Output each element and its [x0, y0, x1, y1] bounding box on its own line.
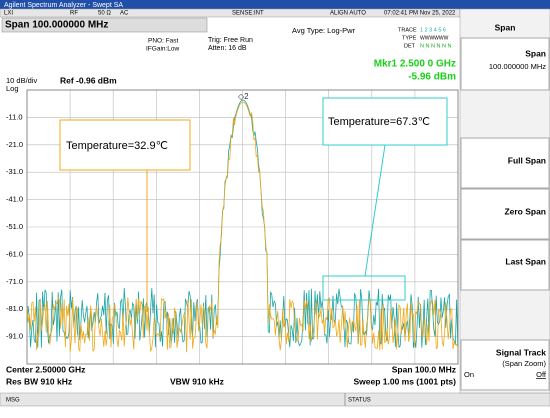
type-val: WWWWWW [420, 35, 449, 41]
ref-level: Ref -0.96 dBm [60, 75, 117, 85]
softkey-label: Full Span [508, 155, 546, 165]
annotation-left: Temperature=32.9℃ [66, 140, 168, 152]
scale-div: 10 dB/div [6, 76, 38, 85]
softkey-value: 100.000000 MHz [489, 62, 546, 71]
msg: MSG [6, 398, 20, 404]
span-footer: Span 100.0 MHz [392, 364, 456, 374]
lx: LXI [4, 11, 13, 17]
softkey-label: Last Span [505, 256, 546, 266]
traces: ◇2 [26, 92, 459, 353]
impedance: 50 Ω [98, 11, 111, 17]
coupling: AC [120, 11, 129, 17]
title-bar [0, 0, 550, 9]
softkey-full-span[interactable]: Full Span [460, 137, 550, 189]
rbw: Res BW 910 kHz [6, 376, 72, 386]
softkey-off: Off [536, 370, 547, 379]
y-axis-label: -61.0 [6, 249, 23, 258]
type-label: TYPE [402, 35, 417, 41]
graticule-border [26, 89, 459, 365]
log-label: Log [6, 84, 19, 93]
datetime: 07:02:41 PM Nov 25, 2022 [384, 11, 456, 17]
window-title: Agilent Spectrum Analyzer - Swept SA [4, 2, 123, 9]
status-bar [0, 392, 550, 407]
span-setting: Span 100.000000 MHz [5, 20, 108, 31]
softkey-signal-track[interactable]: Signal Track (Span Zoom) On Off [460, 339, 550, 391]
marker-label: ◇2 [238, 92, 249, 101]
trace-label: TRACE [398, 27, 417, 33]
marker-freq: Mkr1 2.500 0 GHz [374, 59, 456, 70]
annotation-region-right [322, 275, 406, 301]
y-axis-label: -11.0 [6, 112, 23, 121]
softkey-header: Span [495, 22, 516, 32]
softkey-on: On [464, 370, 474, 379]
y-axis-label: -51.0 [6, 222, 23, 231]
center-freq: Center 2.50000 GHz [6, 364, 85, 374]
softkey-zero-span[interactable]: Zero Span [460, 188, 550, 240]
y-axis-label: -31.0 [6, 167, 23, 176]
softkey-sub: (Span Zoom) [502, 359, 546, 368]
sense: SENSE:INT [232, 11, 264, 17]
annotation-line-right [364, 144, 386, 277]
span-box[interactable] [1, 17, 208, 33]
main-panel [0, 9, 460, 393]
annotation-right: Temperature=67.3℃ [328, 116, 430, 128]
y-axis-label: -71.0 [6, 277, 23, 286]
status: STATUS [348, 398, 371, 404]
softkey-span[interactable]: Span 100.000000 MHz [460, 37, 550, 91]
trace [26, 99, 459, 349]
trace [26, 101, 459, 353]
vbw: VBW 910 kHz [170, 376, 224, 386]
det-val: N N N N N N [420, 43, 452, 49]
softkey-label: Zero Span [504, 206, 546, 216]
trig: Trig: Free Run [208, 37, 253, 44]
avg-type: Avg Type: Log-Pwr [292, 26, 356, 35]
ifgain: IFGain:Low [146, 46, 180, 53]
marker-level: -5.96 dBm [408, 72, 456, 83]
trace-nums: 1 2 3 4 5 6 [420, 27, 446, 33]
softkey-label: Signal Track [496, 347, 546, 357]
y-axis-label: -21.0 [6, 140, 23, 149]
softkey-last-span[interactable]: Last Span [460, 239, 550, 291]
sweep: Sweep 1.00 ms (1001 pts) [353, 376, 456, 386]
y-axis-label: -41.0 [6, 195, 23, 204]
annotation-box-left [59, 119, 191, 171]
pno: PNO: Fast [148, 38, 179, 45]
align: ALIGN AUTO [330, 11, 366, 17]
rf: RF [70, 11, 78, 17]
softkey-label: Span [525, 48, 546, 58]
det-label: DET [404, 43, 416, 49]
atten: Atten: 16 dB [208, 45, 247, 52]
y-axis-label: -81.0 [6, 304, 23, 313]
y-axis-label: -91.0 [6, 332, 23, 341]
annotation-box-right [322, 97, 448, 146]
